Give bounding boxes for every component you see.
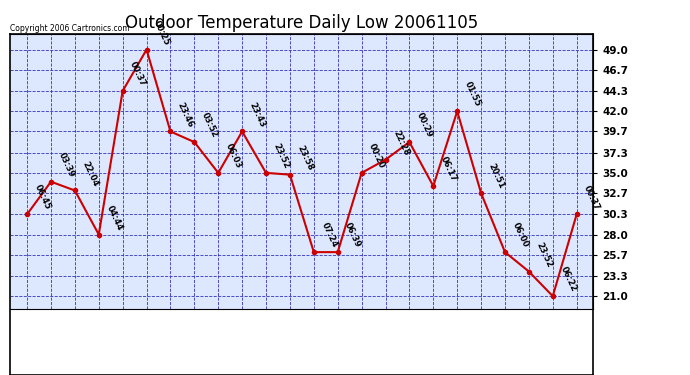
Text: 10/28: 10/28 (380, 315, 391, 347)
Text: 23:58: 23:58 (295, 144, 315, 172)
Text: 20:51: 20:51 (486, 162, 506, 190)
Text: 00:37: 00:37 (128, 60, 148, 88)
Text: 07:24: 07:24 (319, 221, 339, 249)
Text: 10/19: 10/19 (166, 315, 175, 347)
Text: 00:37: 00:37 (582, 184, 602, 211)
Text: 10/31: 10/31 (476, 315, 486, 347)
Text: 23:52: 23:52 (535, 241, 554, 269)
Text: 22:28: 22:28 (391, 129, 411, 157)
Text: 03:39: 03:39 (57, 151, 76, 179)
Text: 10/15: 10/15 (70, 315, 80, 347)
Text: 10/18: 10/18 (141, 315, 152, 347)
Text: 06:39: 06:39 (343, 222, 363, 249)
Text: 10/13: 10/13 (22, 315, 32, 347)
Text: 03:52: 03:52 (200, 111, 219, 139)
Text: 23:43: 23:43 (248, 101, 267, 129)
Text: 00:29: 00:29 (415, 111, 434, 139)
Text: 10/14: 10/14 (46, 315, 56, 348)
Text: 06:22: 06:22 (558, 266, 578, 293)
Text: 10/29: 10/29 (428, 315, 438, 347)
Text: 23:52: 23:52 (272, 142, 291, 170)
Text: 11/03: 11/03 (548, 315, 558, 347)
Text: 06:03: 06:03 (224, 142, 243, 170)
Text: 10/16: 10/16 (94, 315, 104, 347)
Text: 10/23: 10/23 (261, 315, 271, 347)
Text: 10/27: 10/27 (357, 315, 366, 348)
Text: 00:20: 00:20 (367, 142, 386, 170)
Text: 01:55: 01:55 (463, 80, 482, 108)
Text: 00:25: 00:25 (152, 19, 172, 47)
Text: 10/24: 10/24 (285, 315, 295, 348)
Text: 10/25: 10/25 (309, 315, 319, 347)
Text: 04:44: 04:44 (104, 204, 124, 232)
Text: 11/02: 11/02 (524, 315, 534, 347)
Text: 11/01: 11/01 (500, 315, 510, 347)
Text: 10/21: 10/21 (213, 315, 224, 347)
Text: Copyright 2006 Cartronics.com: Copyright 2006 Cartronics.com (10, 24, 130, 33)
Text: 11/04: 11/04 (572, 315, 582, 348)
Text: 10/22: 10/22 (237, 315, 247, 347)
Text: 06:45: 06:45 (32, 183, 52, 211)
Text: 23:46: 23:46 (176, 100, 195, 129)
Text: 06:17: 06:17 (439, 155, 458, 183)
Text: 22:04: 22:04 (81, 160, 100, 188)
Text: 10/29: 10/29 (404, 315, 415, 347)
Text: 06:00: 06:00 (511, 222, 530, 249)
Text: 10/20: 10/20 (189, 315, 199, 347)
Text: 10/17: 10/17 (118, 315, 128, 348)
Text: 10/26: 10/26 (333, 315, 343, 347)
Title: Outdoor Temperature Daily Low 20061105: Outdoor Temperature Daily Low 20061105 (126, 14, 478, 32)
Text: 10/30: 10/30 (452, 315, 462, 347)
